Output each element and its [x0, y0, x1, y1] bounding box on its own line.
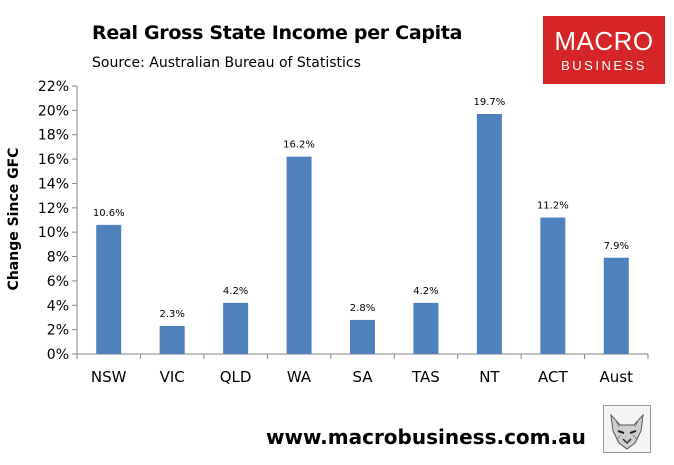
x-tick-label: SA	[352, 368, 373, 386]
data-label: 2.8%	[350, 303, 375, 314]
bar	[286, 156, 312, 354]
x-tick-label: ACT	[538, 368, 568, 386]
data-label: 19.7%	[473, 97, 505, 108]
y-tick-label: 8%	[47, 250, 69, 266]
bar	[350, 319, 375, 354]
wolf-logo-icon	[603, 405, 651, 453]
data-label: 7.9%	[604, 241, 629, 252]
x-tick-label: Aust	[600, 368, 634, 386]
y-tick-label: 20%	[38, 103, 69, 119]
website-url: www.macrobusiness.com.au	[266, 425, 586, 449]
y-tick-label: 2%	[47, 323, 69, 339]
y-tick-label: 22%	[38, 79, 69, 95]
chart-source: Source: Australian Bureau of Statistics	[92, 55, 361, 71]
chart-title: Real Gross State Income per Capita	[92, 22, 463, 44]
data-label: 11.2%	[537, 201, 569, 212]
bar	[223, 302, 249, 354]
bar	[603, 257, 629, 354]
y-tick-label: 16%	[38, 152, 69, 168]
x-tick-label: WA	[287, 368, 312, 386]
y-tick-label: 12%	[38, 201, 69, 217]
x-tick-label: NT	[479, 368, 500, 386]
data-label: 4.2%	[413, 286, 438, 297]
bar	[540, 217, 566, 354]
data-label: 2.3%	[159, 309, 184, 320]
y-tick-label: 14%	[38, 176, 69, 192]
x-tick-label: QLD	[220, 368, 252, 386]
y-tick-label: 18%	[38, 128, 69, 144]
x-tick-label: TAS	[411, 368, 440, 386]
logo-line-2: BUSINESS	[561, 58, 647, 73]
x-tick-label: VIC	[160, 368, 185, 386]
data-label: 16.2%	[283, 140, 315, 151]
bar	[413, 302, 439, 354]
data-label: 4.2%	[223, 286, 248, 297]
y-tick-label: 6%	[47, 274, 69, 290]
bar	[96, 224, 122, 354]
bar	[476, 114, 502, 354]
y-tick-label: 4%	[47, 298, 69, 314]
logo-line-1: MACRO	[554, 26, 654, 56]
bar-chart: 0% 2% 4% 6% 8% 10% 12% 14% 16% 18% 20% 22% 10.6% NSW 2…	[38, 79, 649, 386]
bar	[159, 325, 185, 354]
y-tick-label: 0%	[47, 347, 69, 363]
macrobusiness-logo: MACRO BUSINESS	[543, 16, 665, 84]
data-label: 10.6%	[93, 208, 125, 219]
y-tick-label: 10%	[38, 225, 69, 241]
x-tick-label: NSW	[91, 368, 127, 386]
